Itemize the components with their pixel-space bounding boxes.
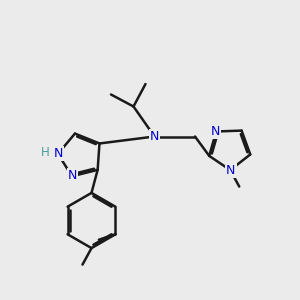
Text: N: N bbox=[226, 164, 236, 177]
Text: N: N bbox=[150, 130, 159, 143]
Text: H: H bbox=[41, 146, 50, 159]
Text: N: N bbox=[53, 147, 63, 160]
Text: N: N bbox=[211, 125, 220, 138]
Text: N: N bbox=[68, 169, 77, 182]
